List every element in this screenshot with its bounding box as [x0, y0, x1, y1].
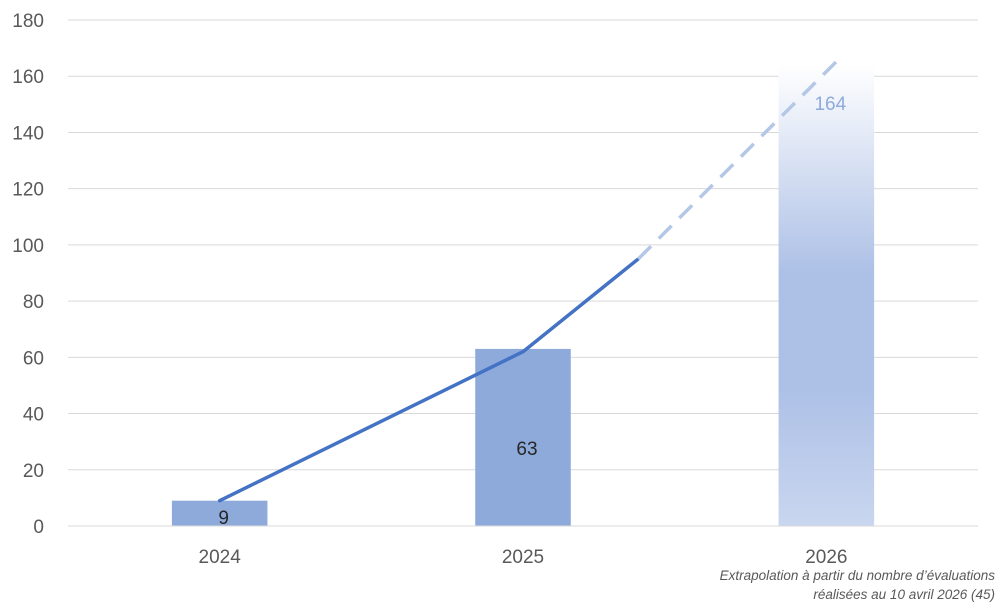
gridlines: [68, 19, 978, 527]
y-tick-label-40: 40: [23, 405, 44, 426]
data-label-2026: 164: [814, 94, 846, 115]
extrapolation-note: Extrapolation à partir du nombre d’évalu…: [575, 566, 995, 604]
y-tick-label-0: 0: [33, 517, 44, 538]
trend-line-solid: [217, 257, 641, 503]
bar-2024: [171, 500, 268, 526]
y-tick-label-180: 180: [12, 11, 44, 32]
trend-line: [217, 55, 843, 503]
y-tick-label-100: 100: [12, 236, 44, 257]
bar-2025: [475, 348, 571, 526]
bars: [171, 64, 875, 526]
extrapolation-note-line-1: Extrapolation à partir du nombre d’évalu…: [719, 568, 995, 583]
y-axis: 0 20 40 60 80 100 120 140 160 180: [12, 11, 44, 538]
y-tick-label-120: 120: [12, 180, 44, 201]
extrapolation-note-line-2: réalisées au 10 avril 2026 (45): [813, 587, 995, 602]
data-labels: 9 63 164: [218, 94, 846, 529]
data-label-2025: 63: [516, 439, 537, 460]
y-tick-label-20: 20: [23, 461, 44, 482]
trend-line-dashed: [637, 55, 843, 261]
x-tick-label-2025: 2025: [502, 547, 544, 568]
y-tick-label-60: 60: [23, 348, 44, 369]
x-tick-label-2026: 2026: [805, 547, 847, 568]
x-axis: 2024 2025 2026: [68, 525, 978, 568]
y-tick-label-80: 80: [23, 292, 44, 313]
bar-2026: [778, 64, 875, 526]
data-label-2024: 9: [218, 508, 229, 529]
y-tick-label-160: 160: [12, 67, 44, 88]
x-tick-label-2024: 2024: [199, 547, 242, 568]
y-tick-label-140: 140: [12, 123, 44, 144]
